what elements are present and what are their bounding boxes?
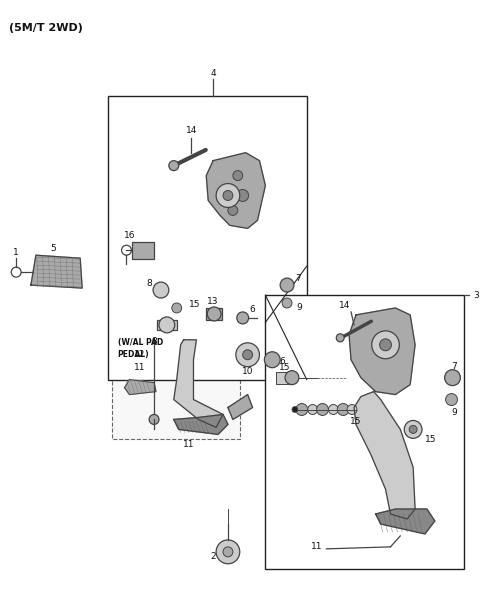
Polygon shape [31,255,82,288]
Circle shape [237,312,249,324]
Bar [132,242,154,259]
Circle shape [285,371,299,385]
Bar [276,371,290,384]
Circle shape [336,334,344,342]
Circle shape [237,189,249,201]
Polygon shape [376,509,435,534]
Circle shape [153,282,169,298]
Circle shape [404,420,422,438]
Text: 5: 5 [51,244,57,253]
Polygon shape [206,153,265,229]
Text: 3: 3 [473,291,479,300]
Text: 2: 2 [210,552,216,561]
Text: 15: 15 [425,435,437,444]
Circle shape [380,339,392,351]
Circle shape [172,303,181,313]
Polygon shape [228,394,252,420]
Text: 9: 9 [452,408,457,417]
Circle shape [308,405,318,414]
Circle shape [223,191,233,200]
Bar [206,308,222,320]
Circle shape [409,426,417,434]
Text: 16: 16 [124,231,135,240]
Bar [112,325,240,440]
Circle shape [216,540,240,564]
Circle shape [296,403,308,415]
Polygon shape [124,380,156,394]
Circle shape [121,245,132,255]
Circle shape [337,403,349,415]
Text: 1: 1 [13,248,19,257]
Circle shape [236,343,260,367]
Text: 14: 14 [186,126,197,135]
Circle shape [149,414,159,425]
Polygon shape [174,340,223,428]
Text: 15: 15 [350,417,362,426]
Circle shape [233,171,243,180]
Polygon shape [349,308,415,394]
Text: 4: 4 [210,69,216,78]
Circle shape [264,352,280,368]
Text: 7: 7 [295,274,301,283]
Circle shape [347,405,357,414]
Text: 6: 6 [279,357,285,366]
Circle shape [328,405,338,414]
Text: 9: 9 [296,303,302,312]
Text: (W/AL PAD: (W/AL PAD [118,338,163,347]
Text: 11: 11 [311,542,323,551]
Circle shape [159,317,175,333]
Circle shape [207,307,221,321]
Bar [265,295,464,569]
Text: (5M/T 2WD): (5M/T 2WD) [9,24,83,33]
Text: 6: 6 [250,306,255,314]
Circle shape [292,406,298,412]
Text: 10: 10 [242,367,253,376]
Text: 15: 15 [279,363,291,372]
Bar [157,320,177,330]
Circle shape [228,206,238,215]
Text: PEDAL): PEDAL) [118,350,149,359]
Bar [108,96,307,380]
Circle shape [169,160,179,171]
Text: 13: 13 [207,297,219,306]
Text: 15: 15 [189,300,200,309]
Polygon shape [174,414,228,434]
Circle shape [243,350,252,360]
Circle shape [223,547,233,557]
Circle shape [317,403,328,415]
Circle shape [280,278,294,292]
Text: 8: 8 [146,279,152,288]
Text: 12: 12 [133,350,145,359]
Polygon shape [354,391,415,519]
Circle shape [444,370,460,385]
Text: 7: 7 [452,362,457,371]
Text: 14: 14 [338,302,350,311]
Circle shape [11,267,21,277]
Text: 11: 11 [183,440,194,449]
Circle shape [282,298,292,308]
Text: 8: 8 [151,337,157,346]
Text: 11: 11 [133,363,145,372]
Circle shape [445,394,457,406]
Circle shape [372,331,399,359]
Circle shape [216,183,240,207]
